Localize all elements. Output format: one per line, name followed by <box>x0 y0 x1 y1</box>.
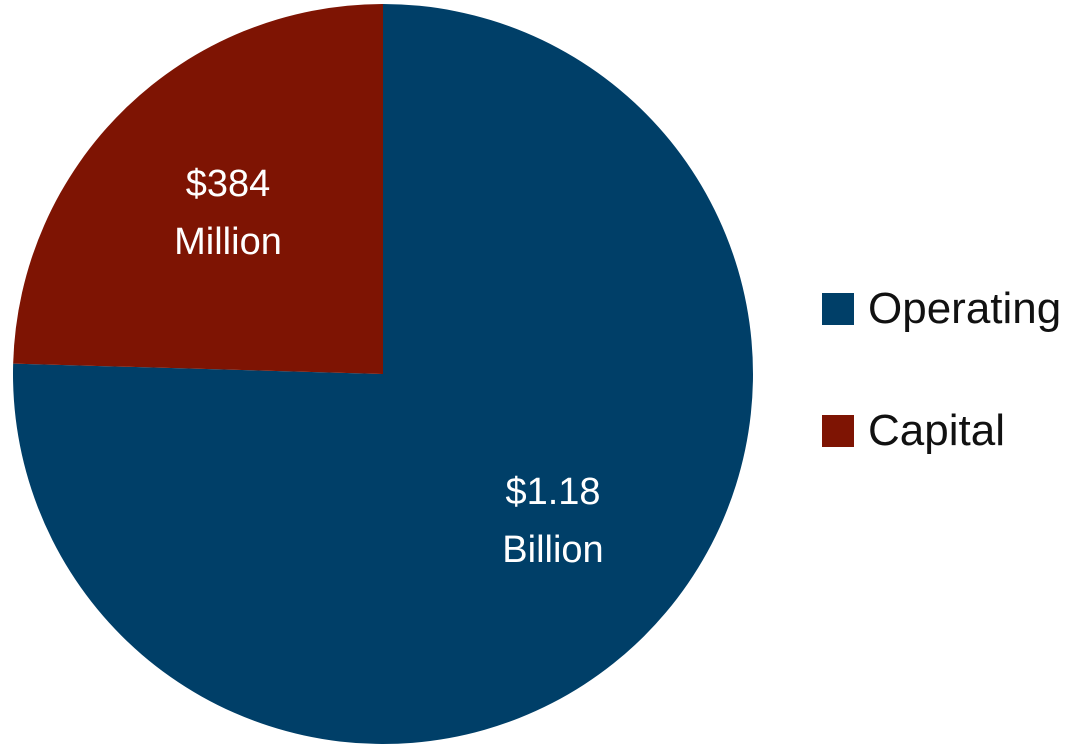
legend: Operating Capital <box>822 280 1061 460</box>
legend-swatch-capital <box>822 415 854 447</box>
legend-label-capital: Capital <box>868 406 1005 455</box>
pie-slice-capital <box>13 4 383 374</box>
pie-slice-operating <box>13 4 753 744</box>
slice-label-operating: $1.18 Billion <box>502 471 603 571</box>
legend-item-capital: Capital <box>822 402 1061 460</box>
slice-label-unit: Billion <box>502 529 603 571</box>
slice-label-value: $1.18 <box>505 471 600 513</box>
slice-label-unit: Million <box>174 221 282 263</box>
legend-label-operating: Operating <box>868 284 1062 333</box>
slice-label-value: $384 <box>186 163 271 205</box>
legend-swatch-operating <box>822 293 854 325</box>
legend-item-operating: Operating <box>822 280 1061 338</box>
slice-label-capital: $384 Million <box>174 163 282 263</box>
